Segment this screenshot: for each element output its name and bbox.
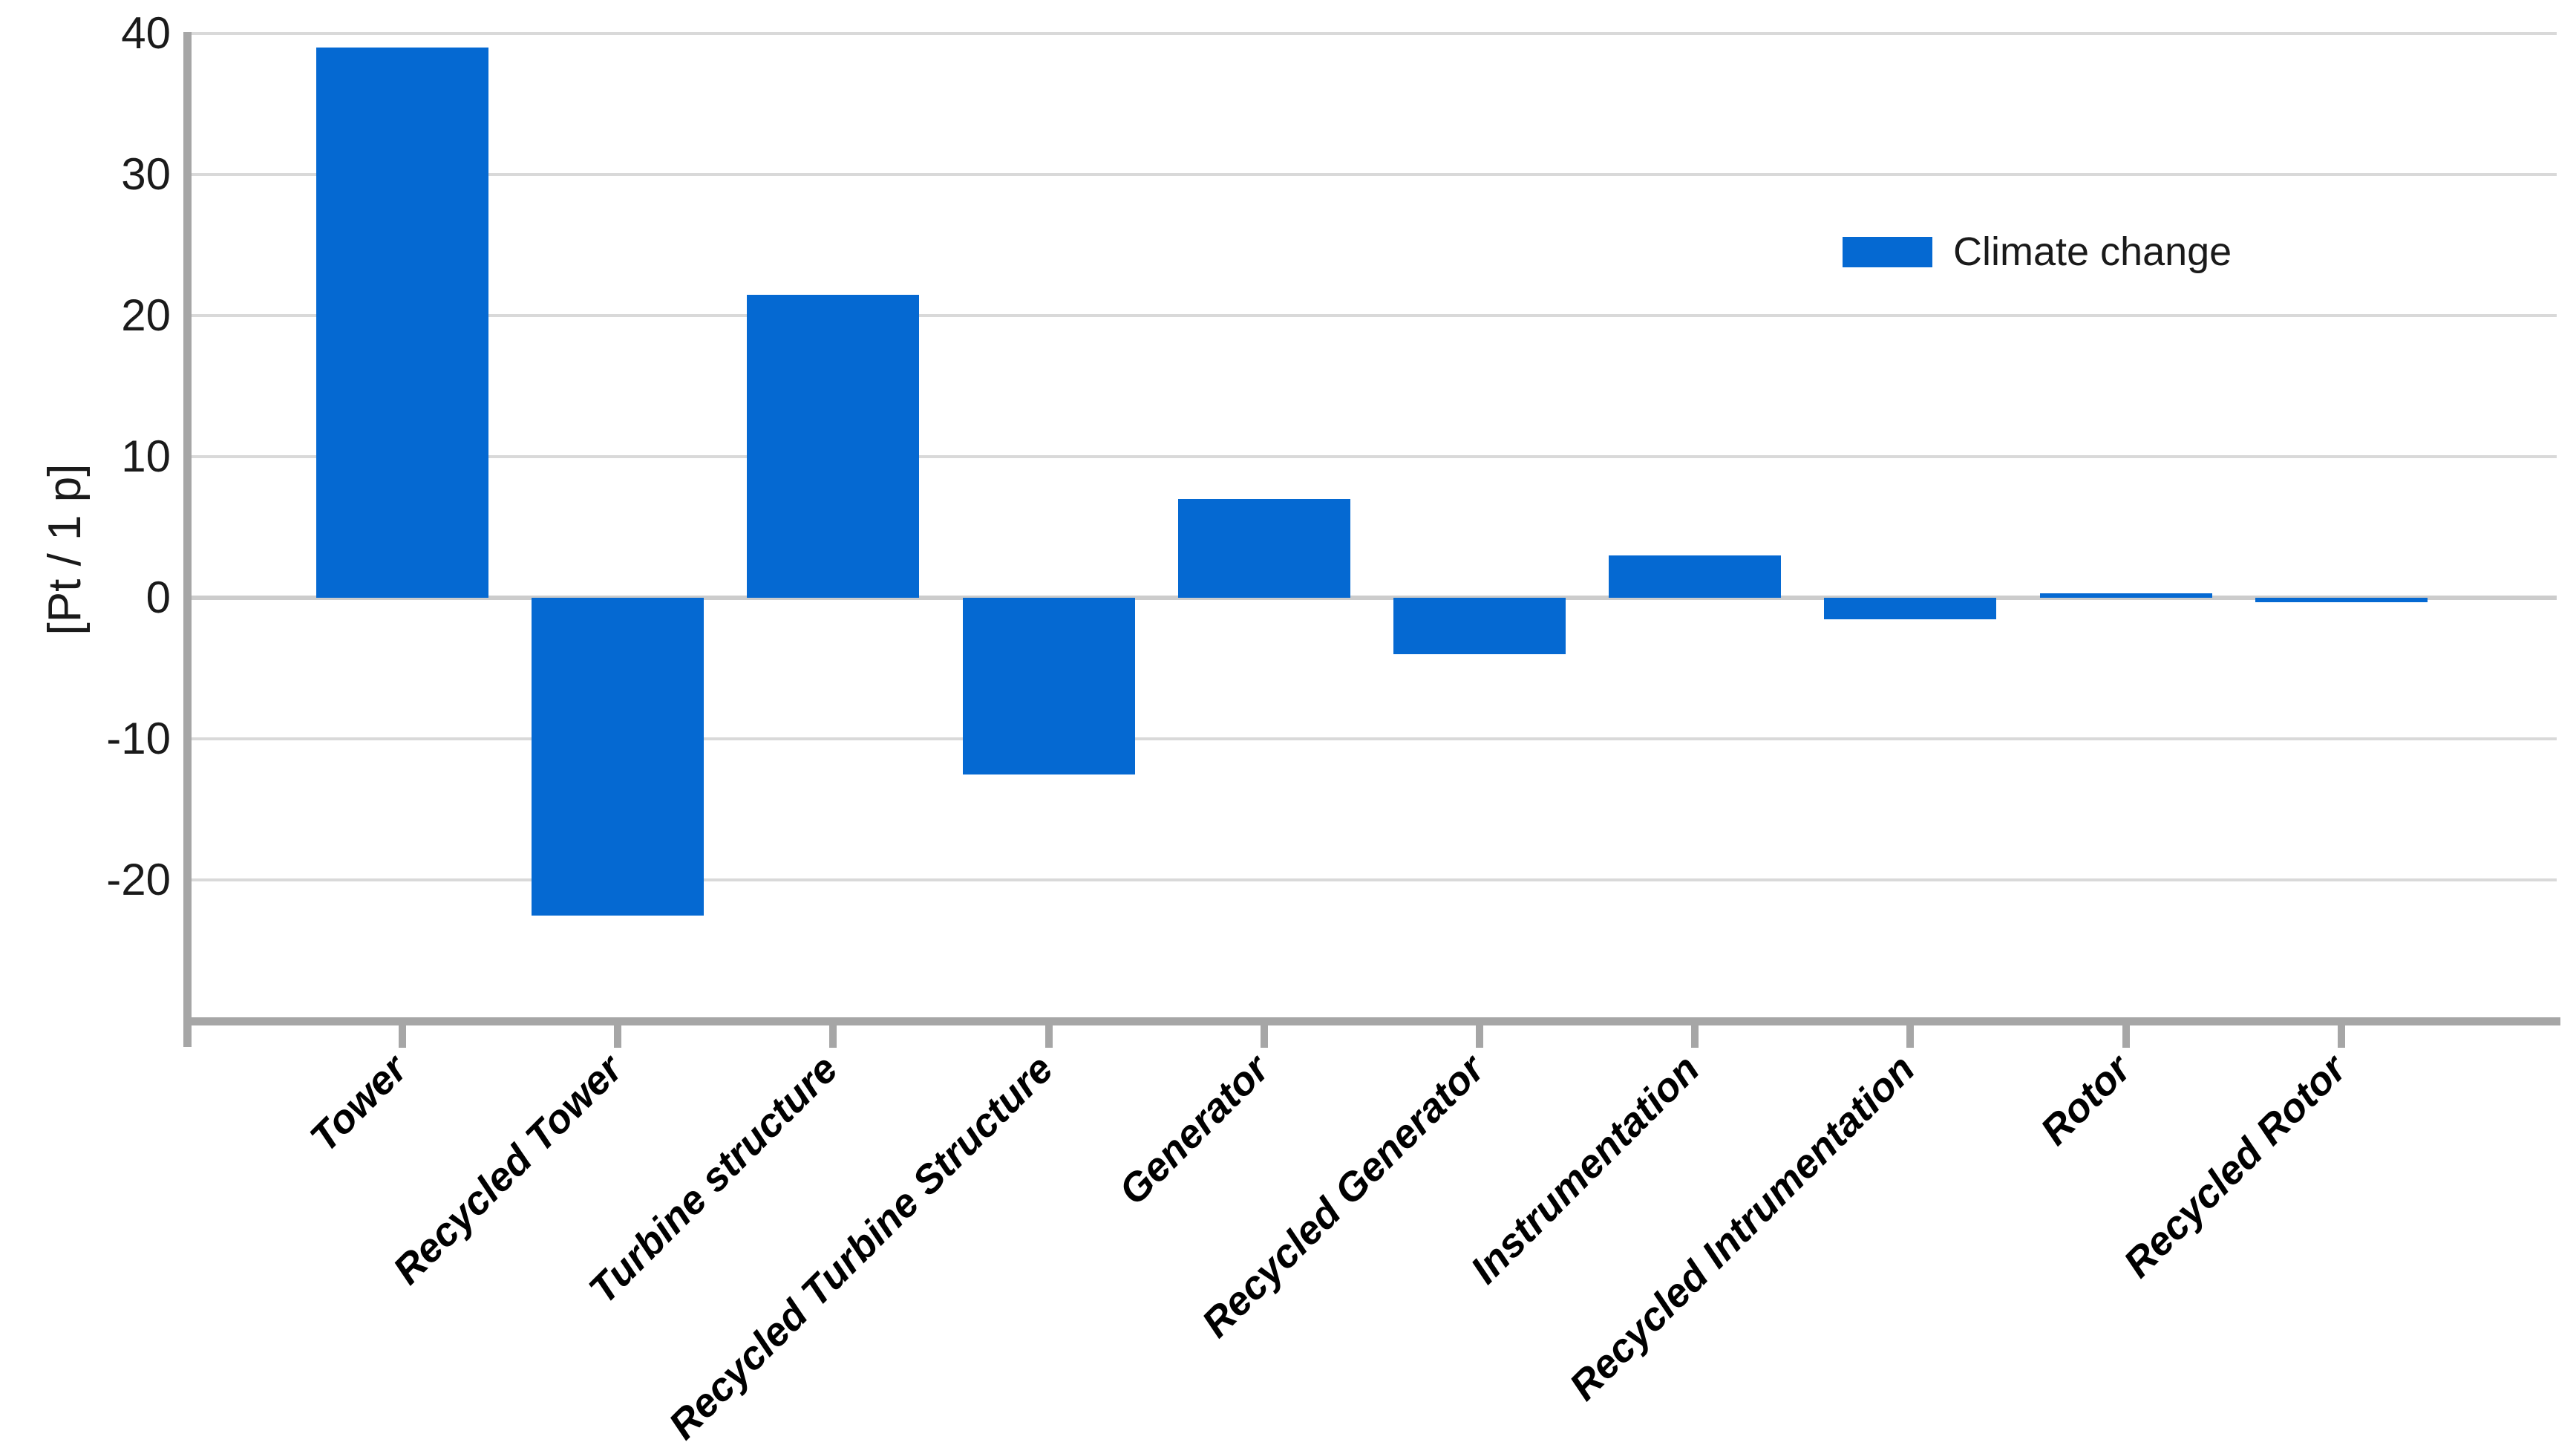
x-tick bbox=[2122, 1025, 2130, 1048]
x-tick bbox=[1691, 1025, 1699, 1048]
legend: Climate change bbox=[1843, 232, 2232, 272]
bar-recycled-rotor bbox=[2255, 598, 2428, 602]
bar-instrumentation bbox=[1609, 555, 1782, 598]
gridline bbox=[187, 32, 2557, 35]
gridline bbox=[187, 455, 2557, 458]
x-tick bbox=[614, 1025, 622, 1048]
y-axis-line bbox=[183, 32, 192, 1047]
bar-recycled-tower bbox=[532, 598, 705, 916]
x-category-label: Recycled Tower bbox=[385, 1046, 631, 1294]
x-category-label: Recycled Intrumentation bbox=[1561, 1046, 1924, 1409]
y-tick-label: 0 bbox=[146, 573, 171, 622]
x-tick bbox=[1476, 1025, 1483, 1048]
x-category-label: Recycled Rotor bbox=[2115, 1046, 2355, 1286]
x-category-label: Tower bbox=[301, 1046, 416, 1161]
y-tick-label: 40 bbox=[121, 8, 171, 58]
x-category-label: Generator bbox=[1110, 1046, 1278, 1214]
bar-recycled-intrumentation bbox=[1824, 598, 1997, 619]
gridline bbox=[187, 878, 2557, 881]
x-tick bbox=[1045, 1025, 1053, 1048]
bar-generator bbox=[1177, 499, 1350, 598]
bar-recycled-generator bbox=[1393, 598, 1566, 654]
x-category-label: Instrumentation bbox=[1462, 1046, 1708, 1293]
x-tick bbox=[829, 1025, 837, 1048]
y-tick-label: -20 bbox=[106, 855, 171, 904]
legend-label: Climate change bbox=[1953, 229, 2232, 274]
y-tick-label: 10 bbox=[121, 431, 171, 481]
x-category-label: Rotor bbox=[2032, 1046, 2139, 1154]
y-tick-label: 30 bbox=[121, 149, 171, 199]
x-tick bbox=[2337, 1025, 2345, 1048]
gridline bbox=[187, 173, 2557, 176]
x-category-label: Recycled Turbine Structure bbox=[660, 1046, 1062, 1448]
bar-rotor bbox=[2039, 593, 2212, 598]
gridline bbox=[187, 314, 2557, 317]
legend-swatch-climate-change bbox=[1843, 236, 1932, 267]
x-tick bbox=[1260, 1025, 1268, 1048]
zero-axis-line bbox=[187, 596, 2557, 600]
y-tick-label: 20 bbox=[121, 290, 171, 340]
x-tick bbox=[399, 1025, 406, 1048]
x-tick bbox=[1906, 1025, 1915, 1048]
gridline bbox=[187, 737, 2557, 740]
bar-turbine-structure bbox=[747, 294, 920, 598]
bar-recycled-turbine-structure bbox=[962, 598, 1135, 774]
y-tick-label: -10 bbox=[106, 714, 171, 763]
bar-tower bbox=[316, 48, 488, 598]
x-axis-line bbox=[183, 1017, 2560, 1025]
